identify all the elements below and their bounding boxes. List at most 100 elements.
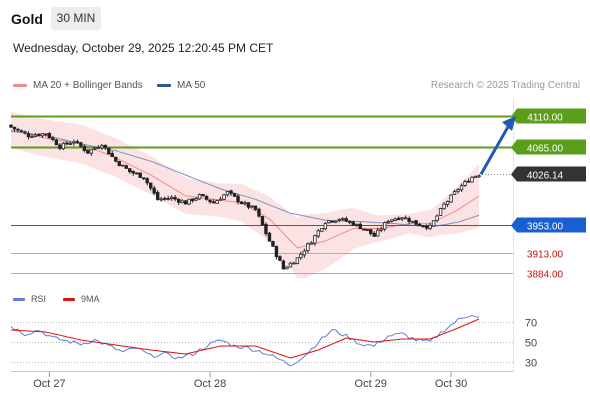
candle-body [152,187,156,194]
candle-body [295,257,300,264]
x-tick-label: Oct 27 [33,378,65,390]
candle-body [414,220,418,225]
candle-body [225,191,230,196]
candle-body [155,192,160,200]
candle-body [327,220,331,224]
candle-body [44,133,48,136]
candle-body [183,200,188,205]
candle-body [362,228,366,231]
rsi-level-label: 70 [525,318,537,330]
candle-body [410,220,415,223]
candle-body [16,128,20,131]
ma9-label: 9MA [81,294,100,304]
candle-body [19,130,24,133]
candle-body [124,165,128,169]
candle-body [239,201,244,205]
projection-arrow-head [502,116,516,132]
candle-body [100,145,104,149]
candle-body [243,202,247,205]
candle-body [162,197,167,200]
bollinger-band [11,111,479,279]
candle-body [215,200,219,204]
candle-body [121,164,125,167]
level-tag [517,217,586,233]
candle-body [264,223,268,235]
candle-body [250,205,254,208]
candle-body [222,194,226,200]
candle-body [51,137,55,140]
candle-body [288,262,293,268]
candle-body [341,217,345,220]
rsi-swatch [13,297,25,301]
candle-body [190,198,195,202]
candle-body [204,195,209,200]
candle-body [26,133,31,138]
candle-body [236,195,240,203]
candle-body [285,266,289,270]
candle-body [211,201,216,204]
candle-body [316,230,321,237]
candle-body [389,219,394,222]
rsi-ma9-line [10,318,480,359]
candle-body [445,200,450,205]
level-tag-notch [511,108,517,124]
candle-body [180,200,184,204]
candle-body [267,232,272,242]
candle-body [47,133,52,139]
candle-body [65,142,69,145]
candle-body [82,146,87,151]
level-label: 4026.14 [527,171,564,182]
candle-body [23,131,27,134]
candle-body [302,250,307,256]
timeframe-badge[interactable]: 30 MIN [51,7,101,30]
chart-datetime: Wednesday, October 29, 2025 12:20:45 PM … [13,41,274,55]
candle-body [12,126,17,130]
candle-body [473,175,478,178]
candle-body [103,144,107,148]
legend-ma50: MA 50 [157,80,205,91]
candle-body [334,220,338,223]
candle-body [58,144,62,149]
rsi-level-label: 50 [525,338,537,350]
candle-body [400,217,404,220]
candle-body [232,193,237,197]
candle-body [149,182,153,189]
chart-header: Gold 30 MIN [0,0,590,36]
candle-body [194,198,198,201]
candle-body [466,180,471,183]
candle-body [271,240,275,247]
candle-body [173,196,177,200]
candle-body [93,147,97,150]
candle-body [477,175,481,178]
candle-body [330,220,335,223]
candle-body [421,225,425,228]
candle-body [142,177,146,180]
candle-body [169,196,174,200]
candle-body [128,168,132,173]
candle-body [257,208,261,217]
candle-body [197,194,202,200]
x-tick-label: Oct 28 [194,378,226,390]
candle-body [117,160,121,166]
level-tag-notch [511,217,517,233]
level-tag [517,166,586,182]
candle-body [89,149,94,154]
candle-body [396,217,401,221]
candle-body [424,225,429,229]
candle-body [348,221,352,223]
candle-body [54,139,59,146]
candle-body [463,181,467,186]
candle-body [470,176,474,183]
candle-body [75,141,80,143]
candle-body [278,256,282,261]
candle-body [176,198,181,203]
candle-body [135,172,139,175]
level-tag [517,108,586,124]
candle-body [86,149,90,154]
candle-body [456,189,460,192]
candle-body [438,208,443,216]
candle-body [351,221,355,226]
candle-body [365,229,369,231]
candle-body [201,193,205,197]
